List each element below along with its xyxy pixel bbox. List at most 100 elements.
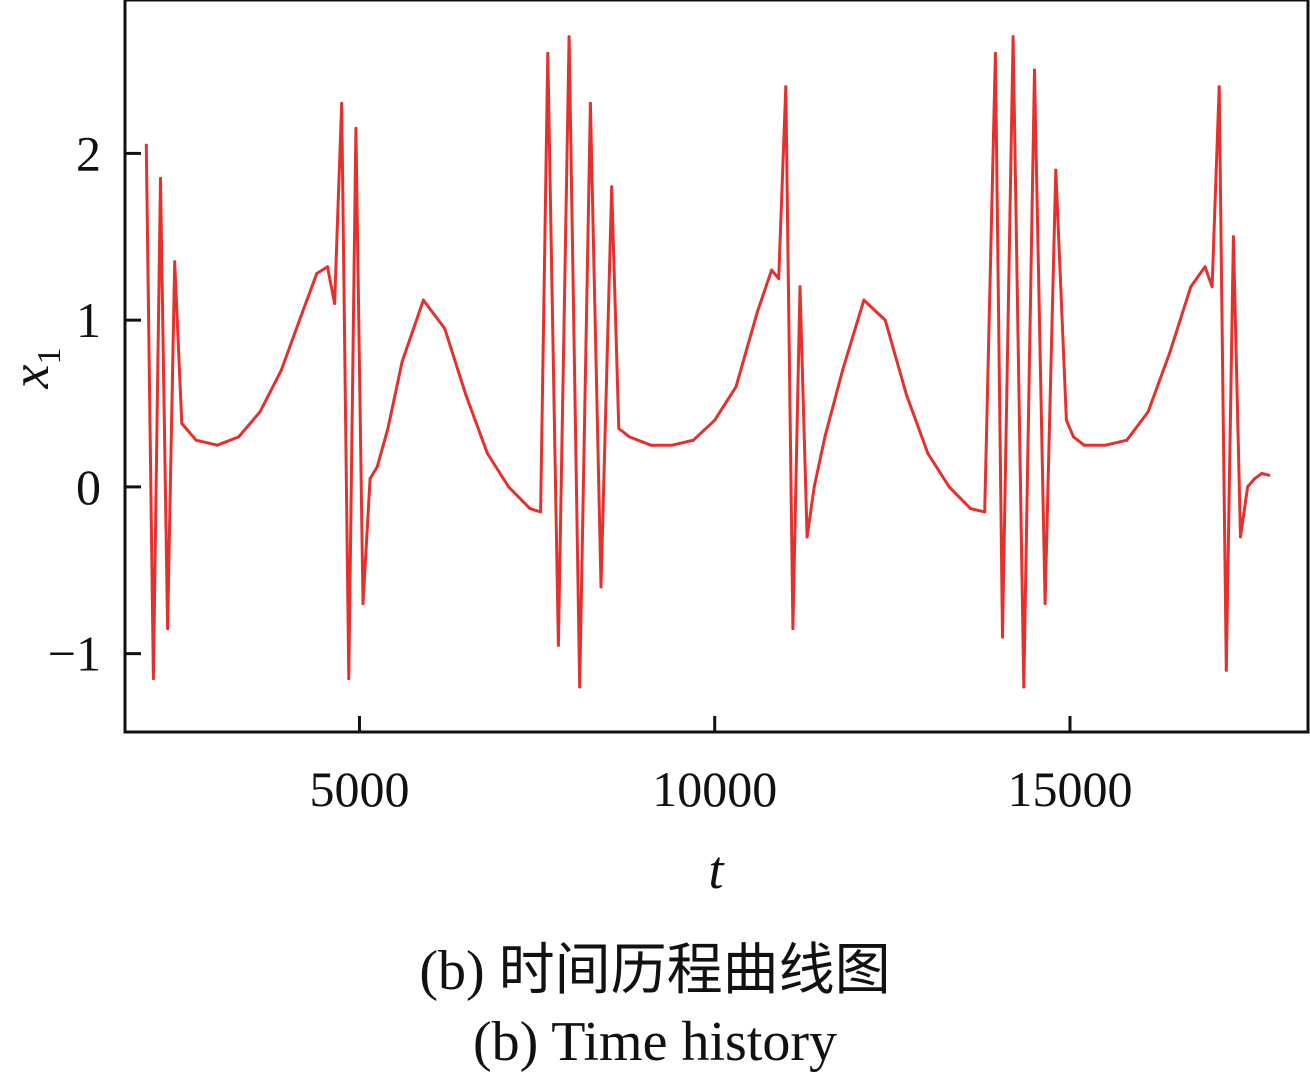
data-point xyxy=(823,435,827,439)
data-point xyxy=(610,185,614,189)
data-point xyxy=(375,465,379,469)
data-point xyxy=(734,385,738,389)
data-point xyxy=(770,268,774,272)
data-point xyxy=(528,507,532,511)
data-point xyxy=(670,443,674,447)
data-point xyxy=(1260,472,1264,475)
x-axis-label: t xyxy=(708,840,725,900)
data-point xyxy=(1033,68,1036,72)
data-point xyxy=(1146,410,1150,414)
data-point xyxy=(340,101,344,105)
data-point xyxy=(755,310,759,314)
data-point xyxy=(315,272,319,275)
data-point xyxy=(567,35,571,39)
data-point xyxy=(386,427,390,430)
data-point xyxy=(361,602,365,606)
data-point xyxy=(1082,443,1086,447)
tick-layer: 5000 10000 15000 −1 0 1 2 xyxy=(48,125,1133,817)
data-point xyxy=(1043,602,1047,606)
data-point xyxy=(173,260,177,264)
data-point xyxy=(791,627,795,631)
data-point xyxy=(546,51,550,55)
data-point xyxy=(400,360,404,364)
data-point xyxy=(1224,668,1228,672)
data-point xyxy=(841,368,845,372)
series-line-0 xyxy=(144,35,1270,689)
data-point xyxy=(599,585,603,589)
data-point xyxy=(279,368,283,372)
data-point xyxy=(1203,265,1207,269)
data-point xyxy=(1239,535,1242,539)
data-point xyxy=(301,310,305,314)
data-point xyxy=(421,298,425,302)
data-point xyxy=(1001,635,1004,639)
x-tick-label: 15000 xyxy=(1007,761,1132,817)
data-point xyxy=(578,685,582,689)
caption-chinese: (b) 时间历程曲线图 xyxy=(419,940,891,1002)
data-point xyxy=(333,302,337,305)
data-point xyxy=(539,510,543,514)
data-point xyxy=(180,422,184,425)
data-point xyxy=(144,143,148,147)
data-point xyxy=(151,677,155,681)
data-point xyxy=(649,443,653,447)
data-point xyxy=(1168,352,1171,355)
data-point xyxy=(215,443,219,447)
data-point xyxy=(166,627,170,631)
data-point xyxy=(1217,85,1221,89)
data-point xyxy=(993,51,997,55)
data-point xyxy=(1104,443,1107,447)
data-point xyxy=(326,265,329,269)
data-point xyxy=(812,485,816,489)
data-point xyxy=(1246,485,1250,489)
data-point xyxy=(947,485,951,489)
y-axis-label: x1 xyxy=(0,348,68,390)
data-point xyxy=(1267,473,1271,477)
data-point xyxy=(969,507,972,511)
data-point xyxy=(354,126,358,130)
data-point xyxy=(1054,168,1058,172)
data-point xyxy=(713,418,717,422)
x-tick-label: 5000 xyxy=(309,761,409,817)
data-point xyxy=(443,327,447,330)
data-point xyxy=(347,677,351,681)
x-tick-label: 10000 xyxy=(652,761,777,817)
svg-text:x1: x1 xyxy=(0,348,68,390)
data-point xyxy=(784,85,788,89)
data-point xyxy=(983,510,987,514)
data-point xyxy=(1072,435,1075,439)
data-point xyxy=(159,176,162,180)
y-axis-label-main: x xyxy=(0,364,60,389)
y-axis-label-subscript: 1 xyxy=(31,348,68,365)
data-point xyxy=(194,438,198,442)
data-point xyxy=(883,318,887,322)
data-point xyxy=(258,410,262,414)
y-tick-label: 0 xyxy=(76,459,101,515)
data-point xyxy=(1125,438,1129,442)
data-point xyxy=(862,298,866,302)
data-point xyxy=(926,452,930,455)
data-point xyxy=(464,393,468,397)
data-point xyxy=(485,452,489,455)
data-point xyxy=(1210,285,1214,289)
y-tick-label: 2 xyxy=(76,125,101,181)
data-point xyxy=(507,485,511,489)
plot-frame xyxy=(123,0,1310,734)
y-tick-label: −1 xyxy=(48,626,101,682)
data-point xyxy=(777,277,781,280)
data-point xyxy=(1231,235,1235,239)
data-point xyxy=(805,535,809,539)
caption-english: (b) Time history xyxy=(472,1011,838,1073)
data-point xyxy=(368,477,372,481)
data-point xyxy=(237,435,241,439)
data-point xyxy=(1189,285,1193,289)
data-point xyxy=(617,427,621,430)
data-point xyxy=(1022,685,1026,689)
data-point xyxy=(628,435,631,439)
data-point xyxy=(691,438,695,442)
data-point xyxy=(588,101,592,105)
data-point xyxy=(1253,477,1257,481)
data-point xyxy=(1011,35,1015,39)
data-point xyxy=(1064,418,1068,422)
